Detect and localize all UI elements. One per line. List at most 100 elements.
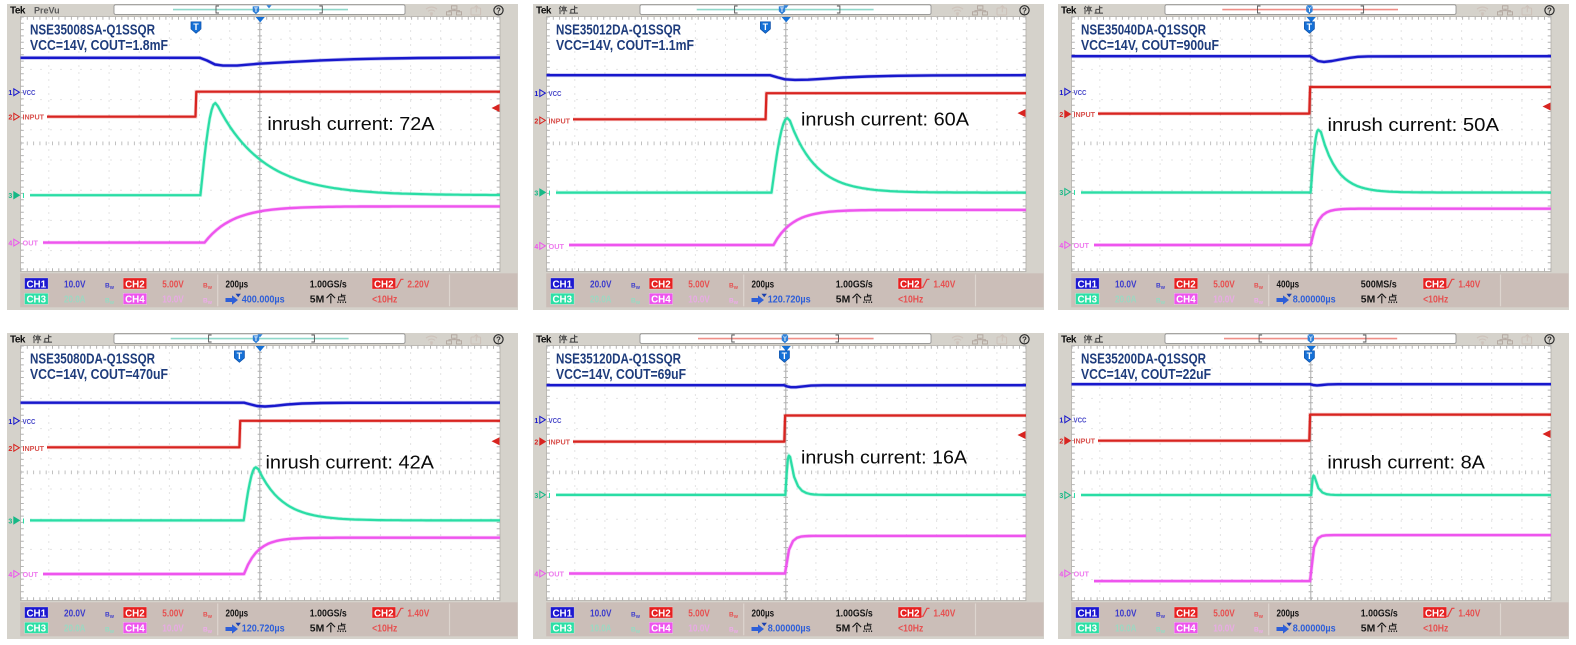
svg-text:1.00GS/s: 1.00GS/s [310, 279, 347, 290]
svg-text:10.0V: 10.0V [1213, 295, 1235, 306]
svg-text:1.00GS/s: 1.00GS/s [836, 608, 873, 619]
svg-text:10.0V: 10.0V [162, 624, 184, 635]
svg-text:3: 3 [8, 193, 12, 200]
svg-text:5.00V: 5.00V [1213, 279, 1235, 290]
svg-text:2: 2 [8, 446, 12, 453]
svg-text:20.0A: 20.0A [1115, 295, 1137, 306]
svg-text:CH1: CH1 [552, 279, 572, 290]
svg-text:5M: 5M [1361, 295, 1375, 306]
svg-text:Tek: Tek [10, 6, 26, 17]
svg-text:1: 1 [1059, 90, 1063, 97]
svg-text:200µs: 200µs [752, 279, 775, 290]
svg-text:NSE35200DA-Q1SSQR: NSE35200DA-Q1SSQR [1081, 352, 1206, 368]
svg-text:1: 1 [1059, 417, 1063, 424]
svg-text:500MS/s: 500MS/s [1361, 279, 1397, 290]
svg-text:2: 2 [534, 118, 538, 125]
svg-text:200µs: 200µs [1277, 608, 1300, 619]
svg-text:2: 2 [1059, 439, 1063, 446]
svg-text:VCC: VCC [1074, 417, 1087, 424]
svg-text:4: 4 [534, 244, 538, 251]
svg-text:20.0A: 20.0A [590, 295, 612, 306]
svg-text:3: 3 [534, 493, 538, 500]
svg-text:120.720µs: 120.720µs [242, 624, 285, 635]
svg-text:NSE35012DA-Q1SSQR: NSE35012DA-Q1SSQR [556, 23, 681, 39]
svg-text:CH1: CH1 [1077, 279, 1097, 290]
svg-text:BW: BW [105, 298, 115, 306]
svg-text:CH2: CH2 [125, 279, 145, 290]
svg-text:T: T [1307, 22, 1313, 32]
svg-text:5.00V: 5.00V [162, 279, 184, 290]
svg-text:CH1: CH1 [26, 279, 46, 290]
svg-text:VCC: VCC [23, 419, 36, 426]
svg-text:VCC: VCC [23, 90, 36, 97]
svg-text:Tek: Tek [10, 335, 26, 346]
svg-text:CH4: CH4 [651, 295, 671, 306]
svg-text:BW: BW [631, 627, 641, 635]
svg-text:?: ? [496, 335, 501, 344]
svg-text:BW: BW [203, 298, 213, 306]
svg-text:CH4: CH4 [125, 295, 145, 306]
svg-text:10.0V: 10.0V [162, 295, 184, 306]
svg-text:NSE35080DA-Q1SSQR: NSE35080DA-Q1SSQR [30, 352, 155, 368]
svg-text:1.00GS/s: 1.00GS/s [836, 279, 873, 290]
svg-text:BW: BW [729, 627, 739, 635]
svg-text:OUT: OUT [1074, 243, 1090, 250]
svg-text:BW: BW [631, 282, 641, 290]
svg-text:T: T [1307, 351, 1313, 361]
svg-text:I: I [23, 518, 25, 525]
svg-text:CH2: CH2 [651, 608, 671, 619]
svg-text:2: 2 [534, 440, 538, 447]
svg-text:CH2: CH2 [1176, 279, 1196, 290]
svg-text:T: T [782, 351, 788, 361]
svg-text:CH2: CH2 [900, 279, 920, 290]
svg-text:400.000µs: 400.000µs [242, 295, 285, 306]
svg-text:VCC=14V, COUT=1.1mF: VCC=14V, COUT=1.1mF [556, 38, 694, 54]
svg-text:Tek: Tek [1061, 6, 1077, 17]
svg-text:?: ? [496, 6, 501, 15]
svg-text:10.0V: 10.0V [1213, 624, 1235, 635]
svg-text:BW: BW [1254, 282, 1264, 290]
svg-text:CH2: CH2 [900, 608, 920, 619]
svg-text:2: 2 [1059, 112, 1063, 119]
svg-text:OUT: OUT [1074, 572, 1090, 579]
svg-text:8.00000µs: 8.00000µs [768, 624, 811, 635]
svg-text:3: 3 [534, 190, 538, 197]
svg-text:CH4: CH4 [125, 624, 145, 635]
svg-text:T: T [1308, 8, 1312, 14]
svg-text:OUT: OUT [23, 572, 39, 579]
svg-text:CH2: CH2 [1425, 279, 1445, 290]
svg-text:CH1: CH1 [26, 608, 46, 619]
svg-text:T: T [1309, 337, 1313, 343]
svg-text:Tek: Tek [536, 6, 552, 17]
svg-text:BW: BW [1254, 611, 1264, 619]
svg-text:inrush current: 16A: inrush current: 16A [801, 447, 968, 468]
svg-text:4: 4 [1059, 572, 1063, 579]
svg-text:CH3: CH3 [26, 295, 46, 306]
svg-text:BW: BW [203, 611, 213, 619]
svg-text:3: 3 [8, 518, 12, 525]
svg-text:?: ? [1022, 6, 1027, 15]
svg-text:1.40V: 1.40V [407, 608, 429, 619]
svg-text:BW: BW [203, 627, 213, 635]
svg-text:CH3: CH3 [552, 624, 572, 635]
svg-text:Tek: Tek [1061, 335, 1077, 346]
svg-text:8.00000µs: 8.00000µs [1293, 624, 1336, 635]
svg-text:NSE35120DA-Q1SSQR: NSE35120DA-Q1SSQR [556, 352, 681, 368]
svg-text:CH2: CH2 [125, 608, 145, 619]
svg-text:CH2: CH2 [374, 279, 394, 290]
svg-text:5.00V: 5.00V [688, 608, 710, 619]
svg-text:10.0V: 10.0V [688, 624, 710, 635]
svg-text:BW: BW [1254, 298, 1264, 306]
svg-text:VCC=14V, COUT=22uF: VCC=14V, COUT=22uF [1081, 367, 1211, 383]
svg-text:10.0V: 10.0V [590, 608, 612, 619]
svg-text:CH2: CH2 [1176, 608, 1196, 619]
svg-text:VCC=14V, COUT=69uF: VCC=14V, COUT=69uF [556, 367, 686, 383]
svg-text:5.00V: 5.00V [162, 608, 184, 619]
svg-text:CH3: CH3 [1077, 295, 1097, 306]
svg-text:20.0A: 20.0A [64, 295, 86, 306]
svg-text:INPUT: INPUT [23, 446, 45, 453]
svg-text:BW: BW [729, 282, 739, 290]
svg-text:INPUT: INPUT [1074, 439, 1096, 446]
svg-text:inrush current: 72A: inrush current: 72A [267, 113, 435, 134]
svg-text:T: T [780, 8, 784, 14]
